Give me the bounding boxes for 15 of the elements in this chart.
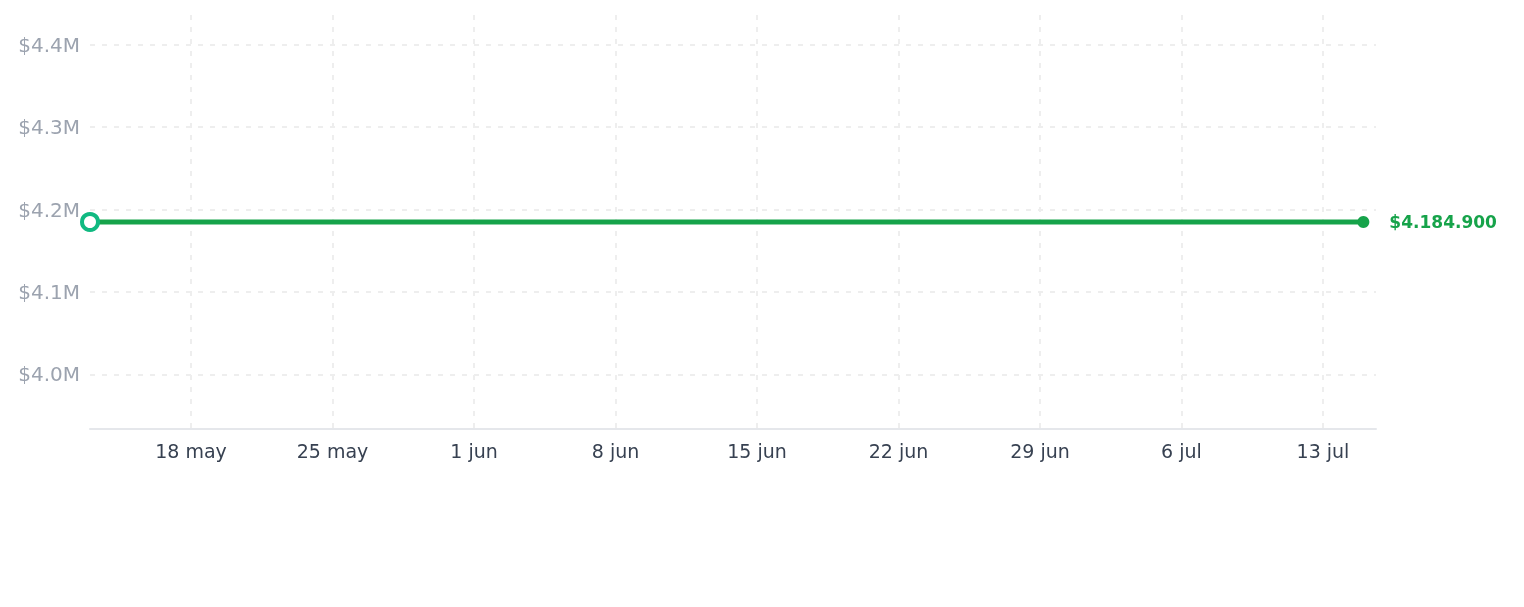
x-tick-label: 8 jun (591, 439, 640, 462)
x-tick-label: 22 jun (868, 439, 929, 462)
y-tick-label: $4.2M (18, 197, 80, 222)
y-tick-label: $4.1M (18, 279, 80, 304)
x-tick-label: 29 jun (1010, 439, 1070, 462)
y-tick-label: $4.0M (18, 362, 80, 387)
x-tick-label: 1 jun (450, 439, 498, 462)
x-tick-label: 18 may (155, 439, 227, 462)
x-tick-label: 15 jun (727, 439, 787, 462)
x-tick-label: 25 may (296, 439, 369, 462)
data-label: $4.184.900 (1389, 212, 1498, 232)
x-tick-label: 6 jul (1161, 439, 1202, 462)
y-tick-label: $4.3M (18, 115, 80, 140)
y-tick-label: $4.4M (18, 32, 80, 57)
x-tick-label: 13 jul (1296, 439, 1350, 462)
